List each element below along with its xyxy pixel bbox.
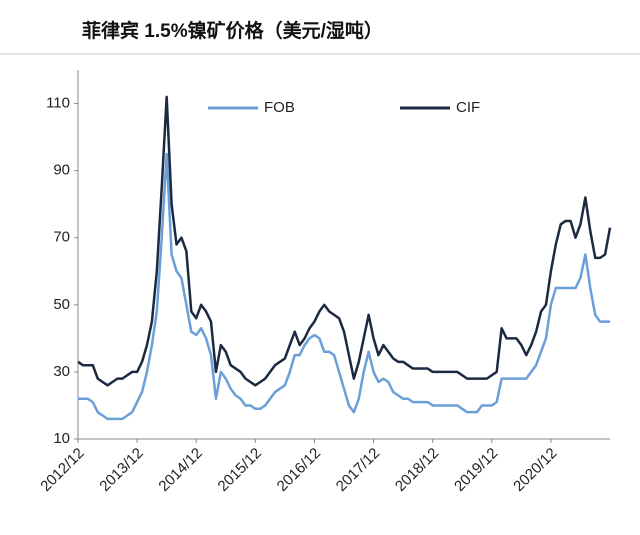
y-tick-label: 30: [53, 363, 70, 380]
x-tick-label: 2016/12: [274, 445, 324, 495]
y-tick-label: 110: [46, 95, 70, 112]
x-tick-label: 2018/12: [392, 445, 442, 495]
y-tick-label: 90: [53, 162, 70, 179]
legend-label: CIF: [456, 99, 480, 116]
y-tick-label: 50: [53, 296, 70, 313]
series-line: [77, 95, 612, 387]
x-tick-label: 2014/12: [155, 445, 205, 495]
x-tick-label: 2012/12: [37, 445, 87, 495]
chart-title: 菲律宾 1.5%镍矿价格（美元/湿吨）: [82, 19, 383, 42]
x-tick-label: 2015/12: [215, 445, 265, 495]
x-tick-label: 2019/12: [451, 445, 501, 495]
x-tick-label: 2020/12: [510, 445, 560, 495]
x-tick-label: 2013/12: [96, 445, 146, 495]
x-tick-label: 2017/12: [333, 445, 383, 495]
y-tick-label: 70: [53, 229, 70, 246]
legend-label: FOB: [264, 99, 295, 116]
series-line: [78, 152, 610, 421]
y-tick-label: 10: [53, 430, 70, 447]
